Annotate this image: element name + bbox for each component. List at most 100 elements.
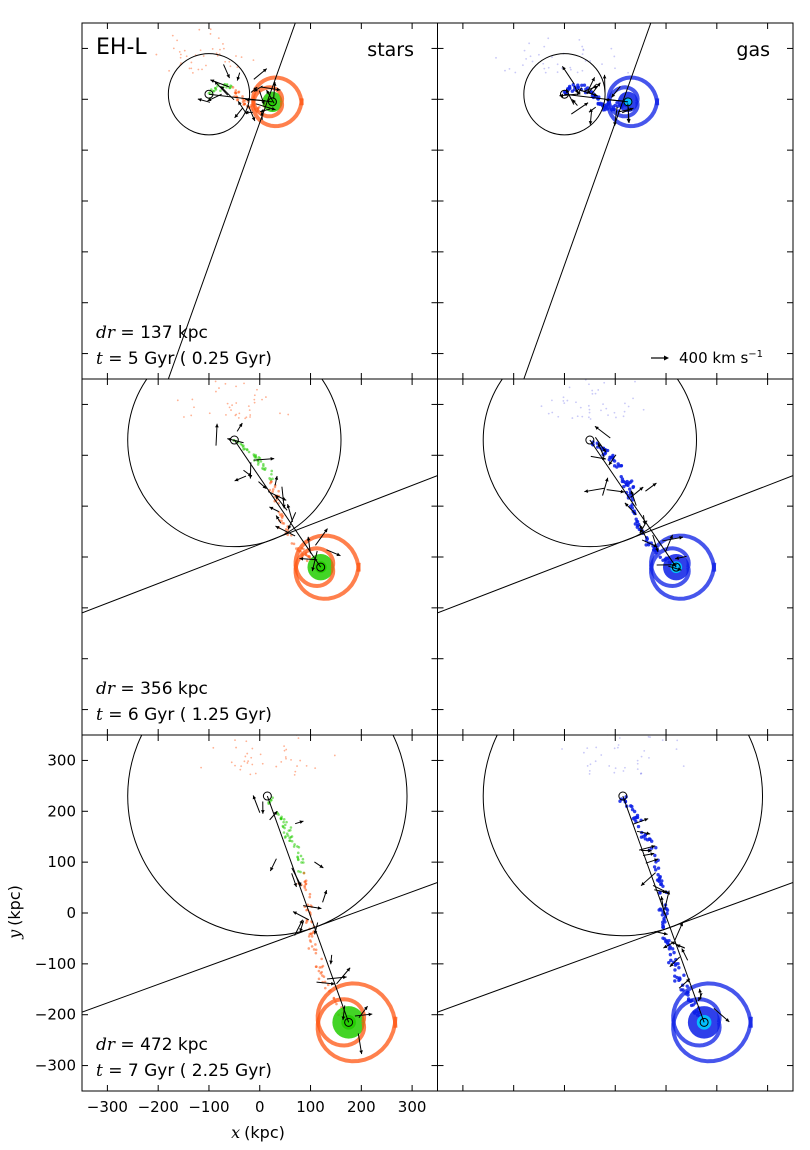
stream-particle [235, 98, 239, 102]
stream-particle [290, 839, 294, 843]
diffuse-particle [561, 67, 563, 70]
stream-particle [290, 542, 294, 545]
y-tick-label: 100 [47, 853, 76, 871]
diffuse-particle [191, 71, 194, 74]
stream-particle [286, 528, 290, 532]
stream-particle [299, 854, 303, 858]
velocity-arrowhead [293, 882, 297, 887]
diffuse-particle [613, 771, 616, 774]
stream-particle [229, 84, 232, 87]
stream-particle [679, 988, 683, 992]
stream-particle [611, 453, 615, 458]
velocity-arrowhead [698, 988, 702, 993]
y-axis-label: y(kpc) [5, 885, 24, 940]
diffuse-particle [224, 382, 227, 385]
stream-particle [667, 939, 671, 943]
velocity-arrowhead [275, 526, 280, 530]
velocity-arrowhead [266, 89, 270, 94]
velocity-arrowhead [588, 120, 593, 125]
stream-particle [285, 832, 289, 836]
x-axis-label: x (kpc) [231, 1123, 285, 1142]
velocity-arrowhead [226, 74, 230, 79]
time-annotation: t = 5 Gyr ( 0.25 Gyr) [96, 349, 272, 369]
diffuse-particle [531, 60, 534, 63]
diffuse-particle [616, 746, 619, 749]
cut-line [437, 882, 793, 1013]
velocity-arrowhead [262, 484, 267, 489]
stream-particle [270, 469, 274, 473]
velocity-arrowhead [359, 1050, 363, 1055]
diffuse-particle [225, 414, 227, 416]
stream-particle [612, 459, 617, 463]
satellite-marker [316, 562, 326, 572]
stream-particle [596, 102, 600, 106]
diffuse-particle [296, 765, 298, 767]
diffuse-particle [647, 735, 650, 738]
diffuse-particle [245, 416, 248, 419]
stream-particle [669, 958, 673, 963]
x-tick-label: −100 [188, 1098, 229, 1116]
diffuse-particle [261, 762, 264, 765]
stream-particle [627, 487, 632, 491]
satellite-marker [699, 1017, 709, 1027]
stream-particle [675, 975, 679, 980]
diffuse-particle [588, 408, 591, 411]
stream-particle [268, 477, 271, 480]
stream-particle [303, 884, 306, 888]
host-marker [204, 89, 214, 99]
stream-particle [660, 913, 665, 917]
diffuse-particle [603, 381, 606, 384]
diffuse-particle [581, 45, 584, 48]
velocity-key-exponent: −1 [748, 349, 763, 360]
diffuse-particle [228, 60, 231, 63]
diffuse-particle [235, 413, 238, 416]
velocity-arrowhead [589, 108, 593, 113]
velocity-arrow [215, 423, 218, 446]
halo-circle [482, 735, 763, 937]
velocity-arrowhead [234, 113, 239, 118]
velocity-arrowhead [274, 476, 279, 480]
host-marker [585, 435, 595, 445]
diffuse-particle [250, 756, 253, 759]
diffuse-particle [245, 740, 248, 743]
diffuse-particle [253, 394, 256, 397]
stream-particle [646, 543, 651, 547]
stream-particle [657, 879, 661, 884]
satellite-marker [344, 1017, 354, 1027]
diffuse-particle [605, 711, 607, 713]
diffuse-particle [222, 47, 225, 50]
diffuse-particle [682, 765, 685, 768]
velocity-arrowhead [644, 818, 649, 822]
diffuse-particle [243, 760, 246, 763]
stream-particle [292, 542, 296, 546]
stream-particle [242, 448, 245, 451]
stream-particle [241, 95, 244, 98]
diffuse-particle [275, 765, 278, 768]
stream-particle [633, 818, 637, 822]
diffuse-particle [297, 737, 300, 740]
y-tick-label: −300 [35, 1057, 76, 1075]
velocity-arrowhead [676, 944, 681, 948]
diffuse-particle [285, 748, 288, 751]
spiral-arm [251, 75, 304, 119]
velocity-arrowhead [261, 100, 265, 105]
velocity-arrowhead [639, 529, 644, 534]
velocity-arrowhead [252, 795, 257, 800]
stream-particle [665, 911, 669, 916]
diffuse-particle [180, 62, 182, 65]
diffuse-particle [547, 66, 550, 69]
stream-particle [234, 89, 238, 92]
stream-particle [234, 92, 238, 95]
velocity-arrowhead [276, 515, 280, 520]
diffuse-particle [209, 28, 212, 31]
diffuse-particle [561, 748, 563, 750]
host-marker [559, 89, 569, 99]
halo-circle [167, 53, 251, 136]
diffuse-particle [244, 755, 247, 758]
diffuse-particle [575, 713, 577, 715]
velocity-arrowhead [297, 882, 302, 887]
diffuse-particle [235, 746, 237, 749]
stream-particle [271, 488, 275, 491]
diffuse-particle [283, 745, 285, 748]
stream-particle [629, 804, 633, 808]
